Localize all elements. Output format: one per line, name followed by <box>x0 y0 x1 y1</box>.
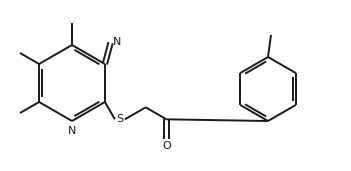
Text: N: N <box>113 37 121 47</box>
Text: S: S <box>116 114 123 124</box>
Text: O: O <box>162 141 171 151</box>
Text: N: N <box>68 126 76 136</box>
